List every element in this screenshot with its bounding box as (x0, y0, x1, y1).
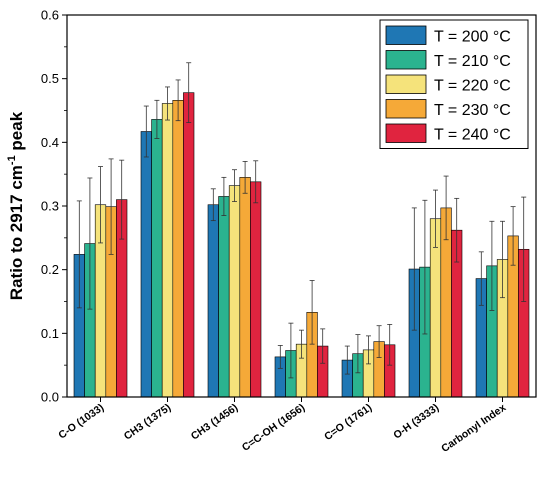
legend-swatch (385, 50, 427, 70)
bar (239, 177, 251, 398)
y-axis-title: Ratio to 2917 cm-1 peak (6, 111, 26, 300)
legend-label: T = 230 °C (434, 102, 511, 119)
x-tick-label: CH3 (1456) (189, 402, 240, 443)
bar (172, 100, 184, 398)
y-tick-label: 0.4 (41, 135, 59, 150)
x-tick-label: O-H (3333) (391, 402, 441, 442)
y-tick-label: 0.6 (41, 8, 59, 23)
y-tick-label: 0.0 (41, 390, 59, 405)
y-tick-label: 0.5 (41, 71, 59, 86)
x-tick-label: CH3 (1375) (122, 402, 173, 443)
y-axis-title-main: Ratio to 2917 cm (7, 165, 26, 300)
legend-label: T = 210 °C (434, 53, 511, 70)
legend-label: T = 240 °C (434, 127, 511, 144)
legend-swatch (385, 123, 427, 143)
x-tick-label: C=O (1761) (322, 402, 374, 443)
legend: T = 200 °C T = 210 °C T = 220 °C T = 230 °C… (379, 19, 529, 149)
legend-swatch (385, 74, 427, 94)
bar (183, 92, 195, 398)
bar (140, 131, 152, 398)
x-labels-layer: C-O (1033) CH3 (1375) CH3 (1456) C=C-OH (16… (56, 402, 508, 455)
y-tick-label: 0.1 (41, 326, 59, 341)
x-tick-label: C-O (1033) (56, 402, 106, 442)
y-tick-label: 0.3 (41, 199, 59, 214)
x-tick-label: Carbonyl Index (439, 402, 508, 455)
bar (228, 185, 241, 398)
bar (250, 181, 262, 398)
bar (151, 119, 163, 398)
y-tick-label: 0.2 (41, 262, 59, 277)
legend-swatch (385, 99, 427, 119)
legend-label: T = 220 °C (434, 78, 511, 95)
y-axis-title-superscript: -1 (6, 155, 18, 165)
legend-swatch (385, 25, 427, 45)
bar (207, 204, 219, 398)
bar (161, 103, 174, 398)
legend-label: T = 200 °C (434, 29, 511, 46)
x-tick-label: C=C-OH (1656) (240, 402, 307, 454)
y-ticks-layer: 0.0 0.1 0.2 0.3 0.4 0.5 0.6 (41, 8, 67, 405)
y-axis-title-tail: peak (7, 111, 26, 155)
error-bars-layer (76, 62, 527, 379)
bar (218, 196, 230, 398)
